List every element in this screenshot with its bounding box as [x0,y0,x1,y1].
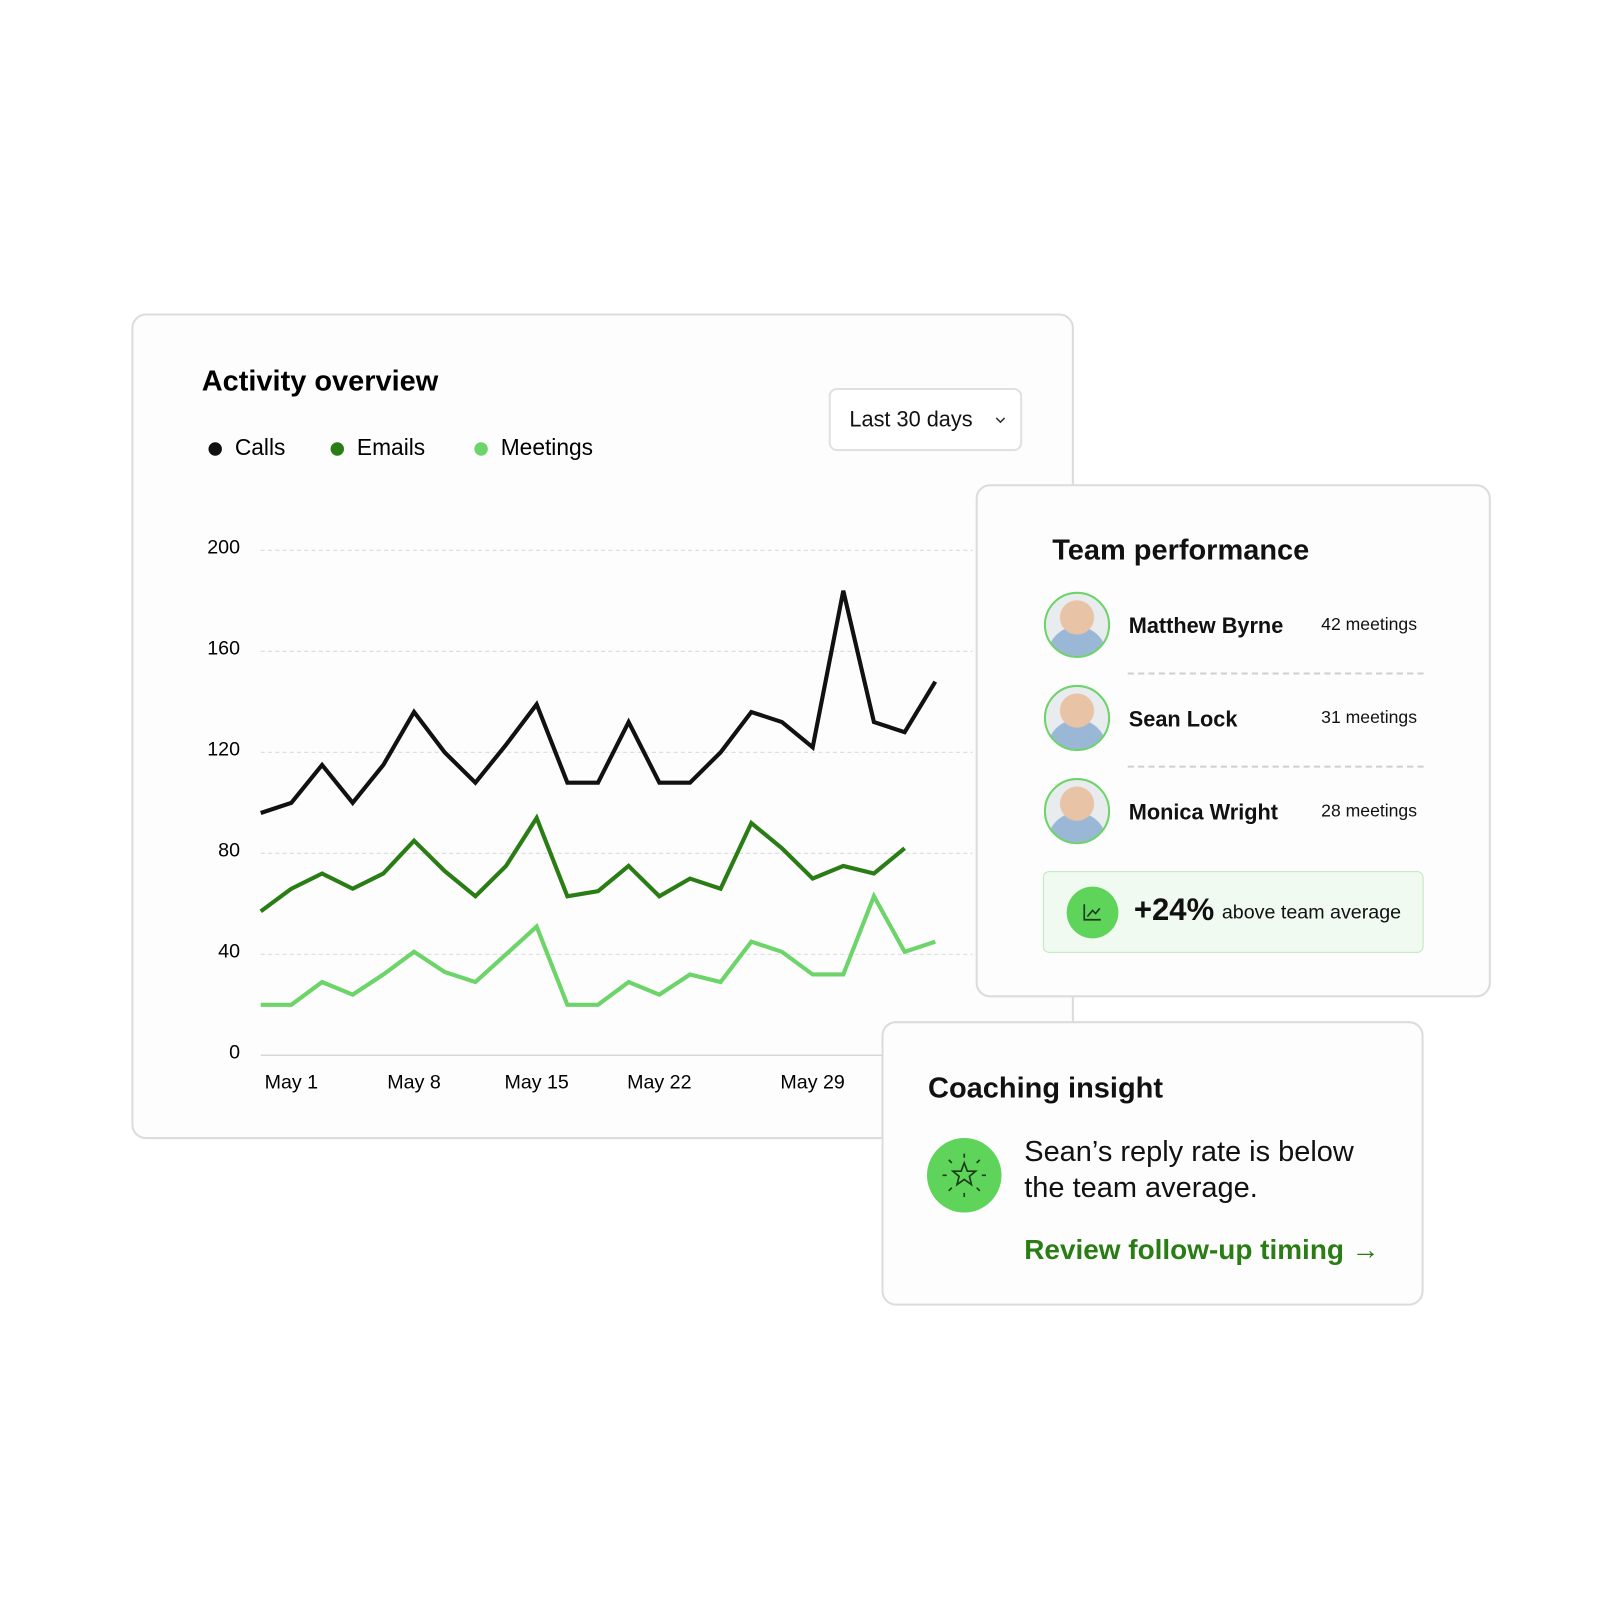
legend-dot [208,442,222,456]
separator [1127,672,1424,675]
y-tick-label: 80 [218,839,240,861]
x-tick-label: May 1 [265,1071,318,1093]
series-line [260,590,938,815]
legend-dot [474,442,488,456]
legend-dot [330,442,345,456]
chart-title: Activity overview [202,365,439,397]
x-tick-label: May 8 [387,1071,441,1093]
y-tick-label: 200 [207,537,240,559]
insight-icon [927,1138,1002,1213]
highlight-box: +24% above team average [1042,871,1424,953]
y-tick-label: 0 [229,1041,240,1063]
y-tick-label: 160 [207,638,240,660]
member-meetings: 42 meetings [1321,614,1418,635]
legend-label: Meetings [501,434,593,460]
separator [1127,765,1424,768]
trend-icon [1066,886,1119,939]
avatar [1043,591,1111,659]
legend-label: Emails [357,434,425,460]
range-dropdown[interactable]: Last 30 days [828,387,1023,452]
highlight-text: above team average [1221,902,1402,924]
avatar [1043,684,1111,752]
member-name: Sean Lock [1128,707,1238,732]
coaching-link[interactable]: Review follow-up timing → [1024,1234,1380,1266]
member-meetings: 31 meetings [1321,707,1418,728]
x-tick-label: May 15 [504,1071,568,1093]
highlight-value: +24% [1133,892,1215,928]
team-title: Team performance [1052,533,1310,566]
legend-label: Calls [235,434,286,460]
y-tick-label: 40 [218,940,240,962]
coaching-title: Coaching insight [928,1071,1164,1104]
range-label: Last 30 days [849,407,973,432]
series-line [260,891,936,1007]
x-tick-label: May 22 [627,1071,691,1093]
coaching-card: Coaching insight Sean’s reply rate is be… [881,1021,1424,1306]
series-line [259,813,906,914]
chevron [995,417,1006,424]
member-meetings: 28 meetings [1321,800,1418,821]
coaching-message: Sean’s reply rate is below the team aver… [1024,1134,1354,1204]
avatar [1043,778,1111,845]
member-name: Monica Wright [1128,800,1279,825]
y-tick-label: 120 [207,738,240,760]
member-name: Matthew Byrne [1128,614,1284,639]
x-tick-label: May 29 [780,1071,844,1093]
